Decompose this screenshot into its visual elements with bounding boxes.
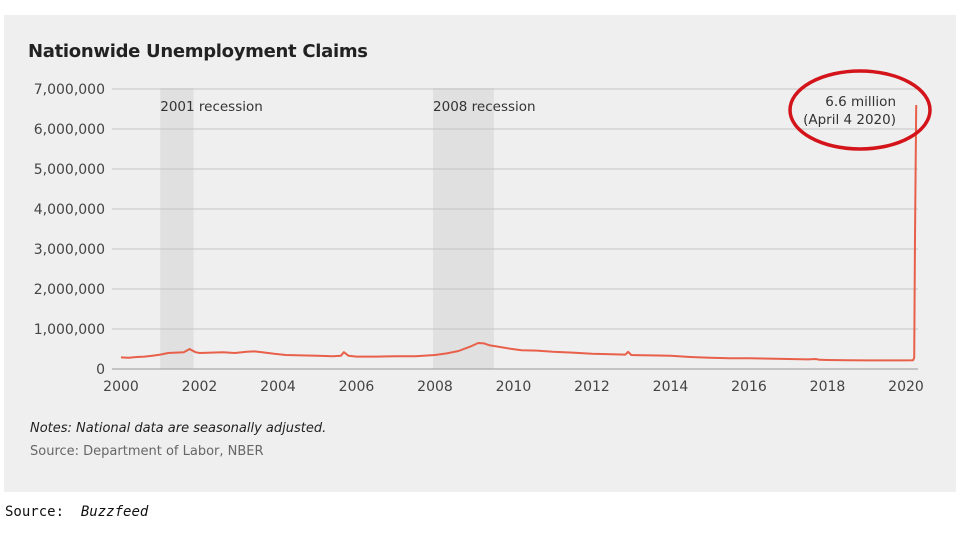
highlight-circle	[788, 69, 932, 151]
footer-source-value: Buzzfeed	[80, 504, 149, 520]
series-line-0	[120, 104, 918, 362]
y-tick-label: 4,000,000	[34, 202, 105, 218]
x-tick-label: 2002	[182, 379, 218, 395]
chart-source: Source: Department of Labor, NBER	[30, 444, 264, 459]
y-tick-label: 1,000,000	[34, 322, 105, 338]
annotation-date: (April 4 2020)	[803, 112, 896, 128]
recession-band-1	[433, 88, 494, 369]
x-tick-label: 2020	[888, 379, 924, 395]
x-tick-label: 2008	[417, 379, 453, 395]
chart-title: Nationwide Unemployment Claims	[28, 41, 368, 62]
y-tick-label: 7,000,000	[34, 82, 105, 98]
footer-source-label: Source:	[5, 504, 65, 520]
x-tick-label: 2006	[339, 379, 375, 395]
recession-label-1: 2008 recession	[433, 99, 536, 115]
chart-notes: Notes: National data are seasonally adju…	[30, 421, 327, 436]
y-tick-label: 3,000,000	[34, 242, 105, 258]
y-tick-label: 5,000,000	[34, 162, 105, 178]
y-tick-label: 6,000,000	[34, 122, 105, 138]
x-tick-label: 2000	[103, 379, 139, 395]
x-tick-label: 2014	[653, 379, 689, 395]
recession-band-0	[160, 88, 194, 369]
y-tick-label: 0	[96, 362, 105, 378]
x-tick-label: 2018	[810, 379, 846, 395]
x-tick-label: 2012	[574, 379, 610, 395]
y-tick-label: 2,000,000	[34, 282, 105, 298]
x-tick-label: 2016	[731, 379, 767, 395]
footer-source: Source: Buzzfeed	[5, 504, 148, 520]
x-tick-label: 2004	[260, 379, 296, 395]
annotation-value: 6.6 million	[825, 94, 896, 110]
x-tick-label: 2010	[496, 379, 532, 395]
recession-label-0: 2001 recession	[160, 99, 263, 115]
